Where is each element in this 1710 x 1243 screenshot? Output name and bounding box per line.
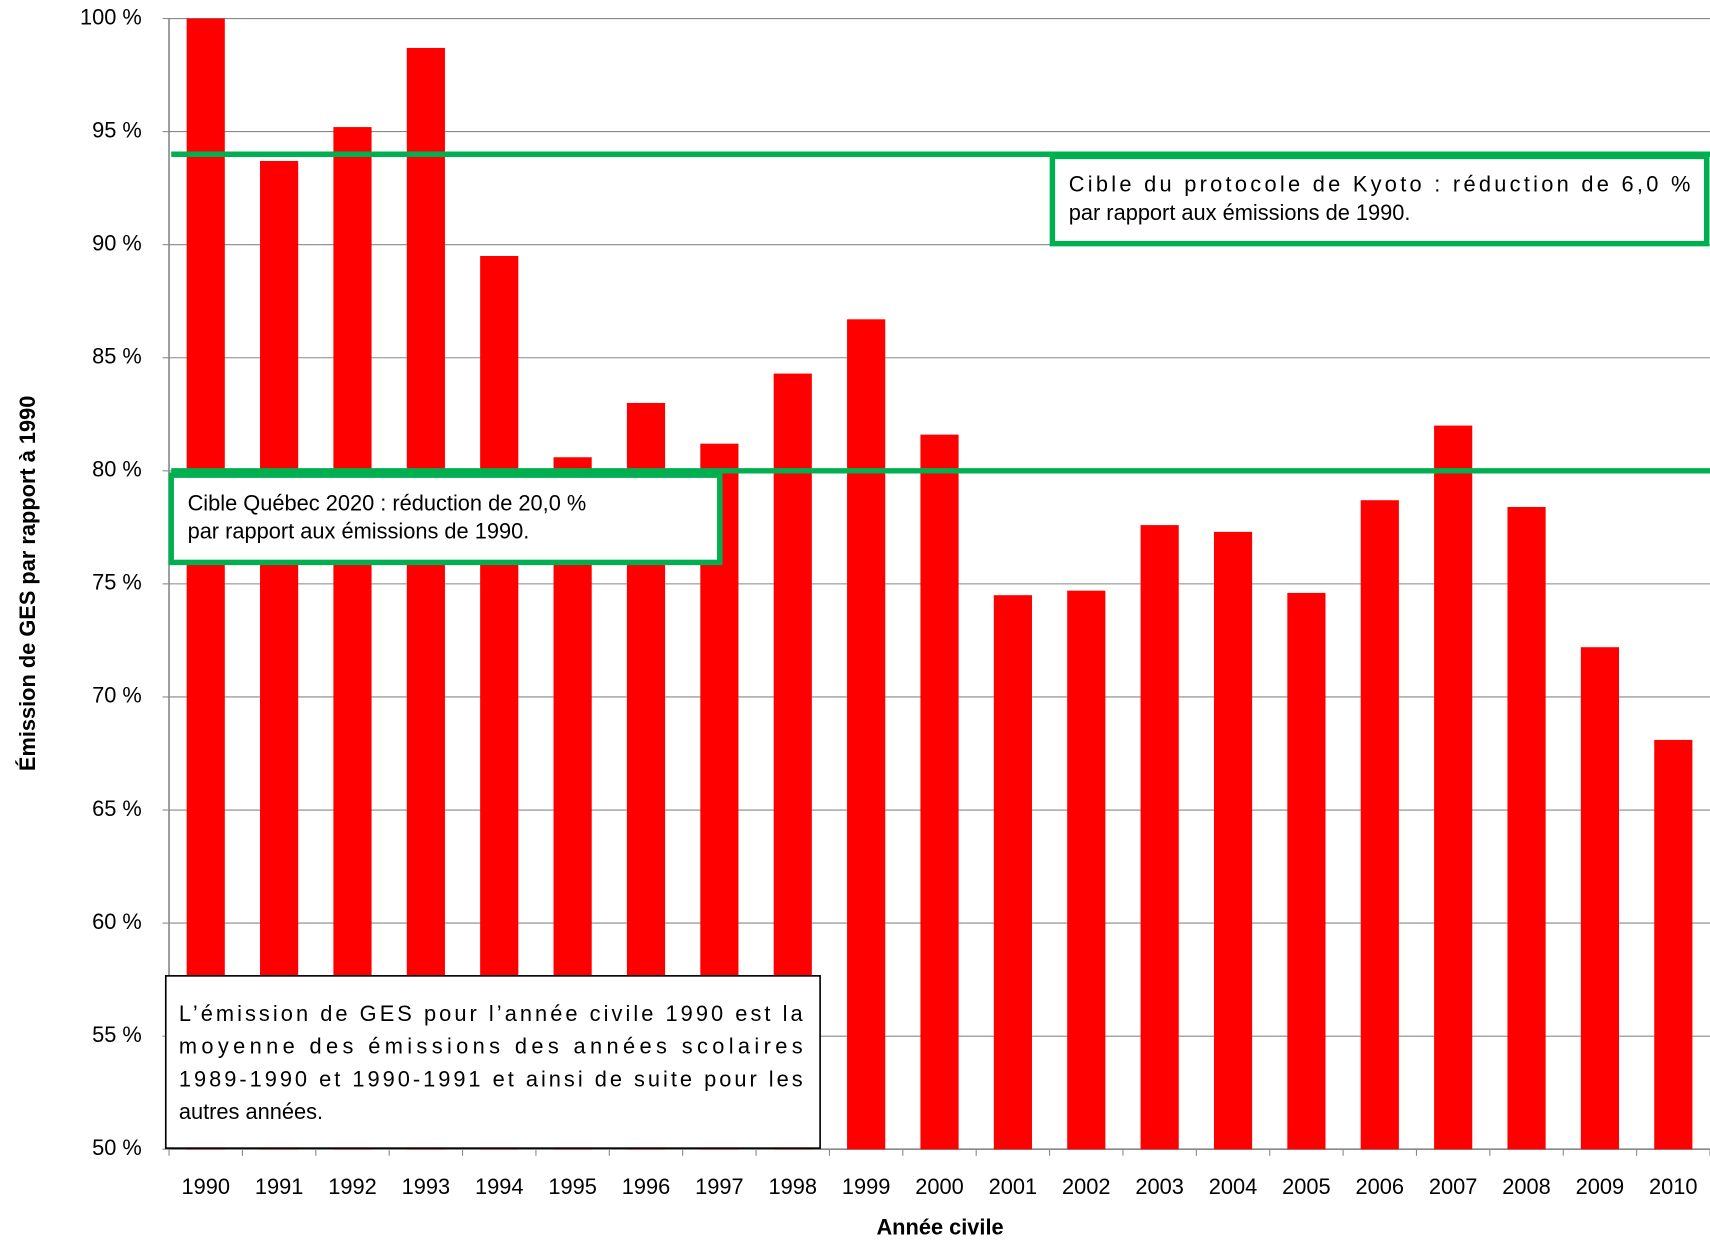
x-tick-label: 2001 [989, 1174, 1038, 1199]
x-tick-label: 2006 [1356, 1174, 1405, 1199]
x-tick-label: 1994 [475, 1174, 524, 1199]
note-text: moyenne des émissions des années scolair… [179, 1034, 803, 1059]
x-tick-label: 2003 [1135, 1174, 1184, 1199]
y-tick-label: 75 % [92, 570, 142, 595]
x-tick-label: 2010 [1649, 1174, 1698, 1199]
x-tick-label: 1998 [769, 1174, 818, 1199]
y-tick-label: 50 % [92, 1135, 142, 1160]
x-tick-label: 1996 [622, 1174, 671, 1199]
y-tick-label: 80 % [92, 457, 142, 482]
annotation-text: par rapport aux émissions de 1990. [1069, 200, 1411, 225]
x-tick-label: 2002 [1062, 1174, 1111, 1199]
y-axis-title: Émission de GES par rapport à 1990 [15, 396, 40, 771]
annotation-box [1049, 153, 1710, 247]
x-axis-title: Année civile [876, 1215, 1003, 1240]
y-tick-label: 55 % [92, 1022, 142, 1047]
note-box [164, 975, 821, 1149]
bar [920, 434, 959, 1150]
x-tick-label: 1995 [548, 1174, 597, 1199]
x-tick-label: 1992 [328, 1174, 377, 1199]
x-tick-label: 2004 [1209, 1174, 1258, 1199]
x-tick-label: 2009 [1576, 1174, 1625, 1199]
x-tick-label: 2000 [915, 1174, 964, 1199]
bar [993, 595, 1032, 1150]
annotation-text: par rapport aux émissions de 1990. [188, 519, 530, 544]
x-tick-label: 2007 [1429, 1174, 1478, 1199]
bar [847, 319, 886, 1150]
y-tick-label: 65 % [92, 796, 142, 821]
bar [1507, 506, 1546, 1150]
annotation-text: Cible du protocole de Kyoto : réduction … [1069, 172, 1691, 197]
bar [1434, 425, 1473, 1150]
x-tick-label: 1993 [402, 1174, 451, 1199]
x-tick-label: 1999 [842, 1174, 891, 1199]
x-tick-label: 2005 [1282, 1174, 1331, 1199]
bar [1360, 500, 1399, 1150]
x-tick-label: 1997 [695, 1174, 744, 1199]
annotation-text: Cible Québec 2020 : réduction de 20,0 % [188, 490, 587, 515]
bar [1213, 531, 1253, 1150]
y-tick-label: 100 % [80, 4, 142, 29]
x-tick-label: 1990 [181, 1174, 230, 1199]
note-text: autres années. [179, 1099, 323, 1124]
bar [1654, 739, 1693, 1150]
bar [1580, 647, 1620, 1150]
y-tick-label: 90 % [92, 230, 142, 255]
y-tick-label: 85 % [92, 344, 142, 369]
bar [1067, 590, 1106, 1150]
y-tick-label: 70 % [92, 683, 142, 708]
note-text: L’émission de GES pour l’année civile 19… [179, 1001, 804, 1026]
x-tick-label: 1991 [255, 1174, 304, 1199]
bar [1140, 525, 1179, 1150]
y-tick-label: 60 % [92, 909, 142, 934]
annotation-box [168, 472, 723, 566]
bar [186, 18, 225, 1150]
y-tick-label: 95 % [92, 117, 142, 142]
x-tick-label: 2008 [1502, 1174, 1551, 1199]
bar [1287, 592, 1326, 1150]
bar [406, 47, 445, 1150]
